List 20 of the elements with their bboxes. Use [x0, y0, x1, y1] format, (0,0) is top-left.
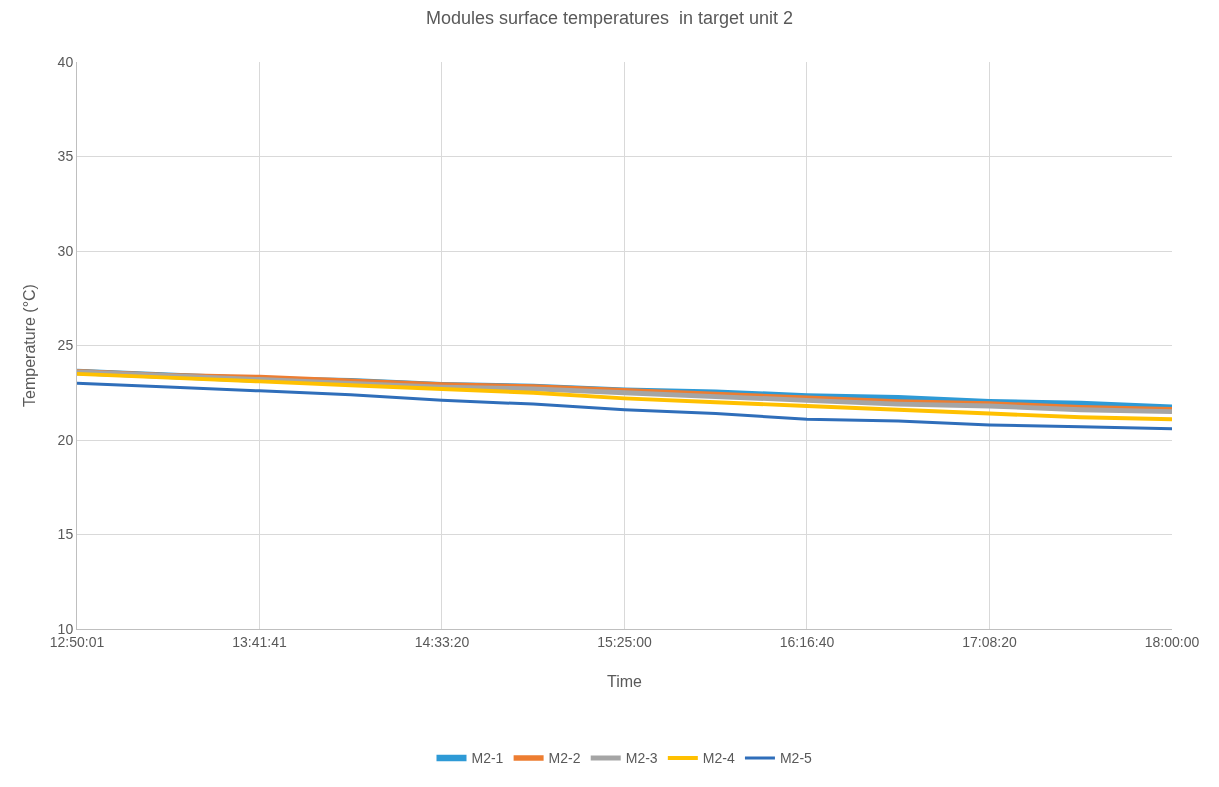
- x-tick-label: 18:00:00: [1144, 633, 1200, 650]
- legend-label: M2-5: [779, 750, 813, 767]
- x-axis-title: Time: [607, 673, 643, 690]
- y-tick-label: 15: [57, 526, 74, 543]
- chart-title: Modules surface temperatures in target unit 2: [425, 8, 794, 29]
- y-tick-label: 40: [57, 53, 74, 70]
- legend-label: M2-2: [548, 750, 581, 767]
- x-tick-label: 13:41:41: [232, 633, 287, 650]
- legend-label: M2-1: [471, 750, 504, 767]
- x-tick-label: 14:33:20: [414, 633, 470, 650]
- legend-label: M2-4: [702, 750, 735, 767]
- x-tick-label: 17:08:20: [962, 633, 1017, 650]
- legend-label: M2-3: [625, 750, 658, 767]
- x-tick-label: 15:25:00: [597, 633, 652, 650]
- y-axis-title: Temperature (°C): [21, 284, 38, 407]
- y-tick-label: 30: [57, 242, 74, 259]
- y-tick-label: 20: [57, 431, 74, 448]
- y-tick-label: 35: [57, 148, 74, 165]
- x-tick-label: 16:16:40: [779, 633, 835, 650]
- y-tick-label: 25: [57, 337, 74, 354]
